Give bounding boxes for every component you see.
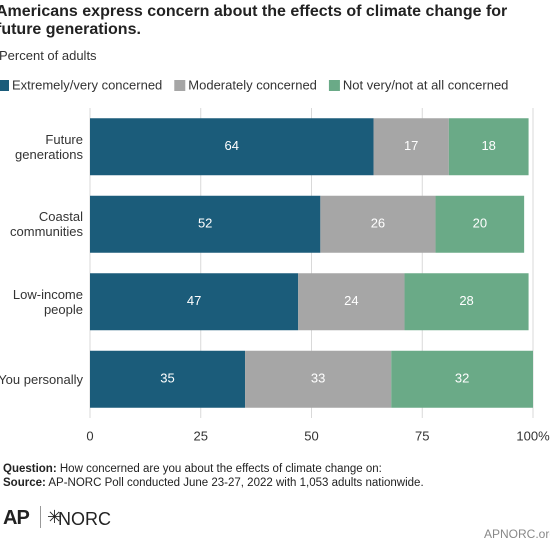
bar-segment	[435, 195, 525, 253]
x-tick-label: 25	[194, 428, 208, 443]
value-label: 47	[187, 293, 201, 308]
logo-norc: NORC	[58, 509, 111, 529]
value-label: 20	[473, 216, 487, 231]
legend-swatch	[174, 80, 186, 91]
value-label: 28	[459, 293, 473, 308]
source-label: Source:	[3, 477, 46, 489]
bar-segment	[298, 273, 405, 331]
notes: Question: How concerned are you about th…	[3, 462, 548, 490]
bar-segment	[90, 350, 246, 408]
chart-subtitle: Percent of adults	[0, 48, 97, 63]
question: How concerned are you about the effects …	[59, 463, 382, 475]
value-label: 17	[404, 138, 418, 153]
value-label: 52	[198, 216, 212, 231]
bar-segment	[90, 195, 321, 253]
legend-label: Moderately concerned	[188, 77, 317, 92]
chart-title: Americans express concern about the effe…	[0, 3, 508, 38]
logo-ap: AP	[3, 507, 30, 529]
bar-segment	[90, 273, 299, 331]
x-tick-label: 0	[86, 428, 93, 443]
x-tick-label: 50	[304, 428, 318, 443]
y-tick-label: You personally	[0, 371, 83, 387]
value-label: 18	[481, 138, 495, 153]
value-label: 33	[311, 371, 325, 386]
bar-segment	[448, 118, 529, 176]
legend-label: Not very/not at all concerned	[343, 77, 508, 92]
question-label: Question:	[3, 463, 57, 475]
value-label: 26	[371, 216, 385, 231]
bar-segment	[245, 350, 392, 408]
legend-label: Extremely/very concerned	[12, 77, 162, 92]
x-tick-label: 100%	[516, 428, 550, 443]
site: APNORC.org	[484, 527, 550, 541]
legend-swatch	[0, 80, 9, 91]
bar-segment	[373, 118, 449, 176]
value-label: 35	[160, 371, 174, 386]
y-tick-label: Future generations	[15, 131, 83, 162]
value-label: 24	[344, 293, 358, 308]
bar-segment	[320, 195, 436, 253]
legend-swatch	[328, 80, 340, 91]
y-tick-label: Coastal communities	[10, 209, 83, 240]
bar-segment	[391, 350, 533, 408]
y-tick-label: Low-income people	[12, 286, 83, 317]
logo-divider	[40, 506, 41, 528]
x-tick-label: 75	[415, 428, 429, 443]
bar-segment	[90, 118, 374, 176]
value-label: 32	[455, 371, 469, 386]
source: AP-NORC Poll conducted June 23-27, 2022 …	[48, 477, 424, 489]
logo-star: ✳	[47, 507, 63, 527]
bar-segment	[404, 273, 529, 331]
value-label: 64	[225, 138, 239, 153]
